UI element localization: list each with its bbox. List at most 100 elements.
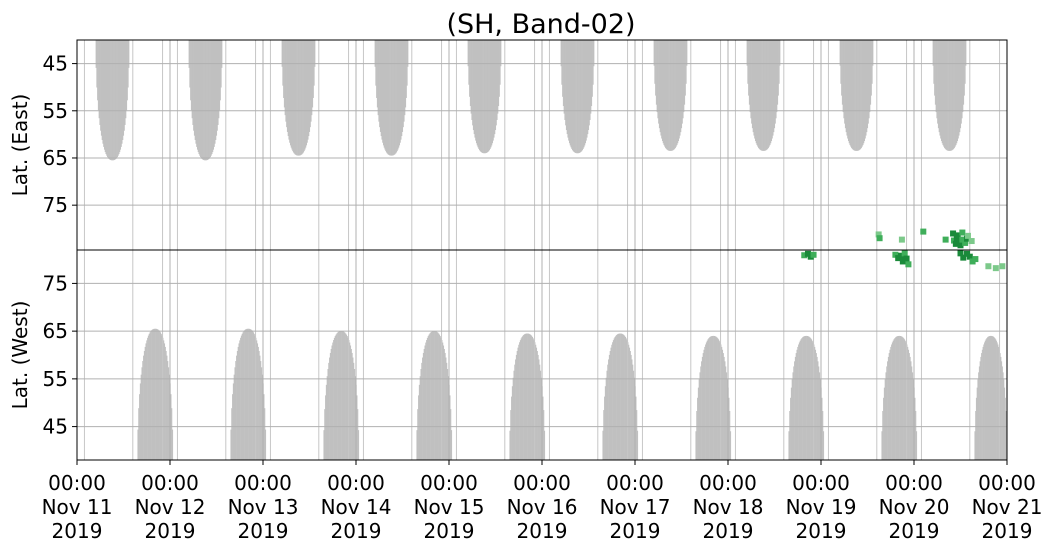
coverage-column [974,431,976,460]
coverage-column [235,361,237,460]
coverage-column [749,40,751,113]
coverage-column [677,40,679,144]
coverage-column [954,40,956,147]
coverage-column [575,40,577,153]
x-tick-label-line: Nov 20 [879,495,950,519]
coverage-column [385,40,387,152]
coverage-column [754,40,756,139]
coverage-column [405,40,407,108]
coverage-column [195,40,197,144]
coverage-column [858,40,860,151]
coverage-column [263,394,265,460]
coverage-column [586,40,588,138]
coverage-column [978,366,980,460]
coverage-column [808,336,810,460]
coverage-column [964,40,966,84]
coverage-column [933,40,935,84]
coverage-column [142,361,144,460]
coverage-column [764,40,766,151]
coverage-column [333,340,335,460]
coverage-column [909,356,911,460]
coverage-column [714,336,716,460]
coverage-column [260,361,262,460]
x-tick-label: 00:00 Nov 20 2019 [879,471,950,543]
coverage-column [854,40,856,151]
coverage-column [383,40,385,148]
coverage-column [911,366,913,460]
coverage-column [944,40,946,149]
east-coverage-swath-4 [374,40,409,156]
coverage-column [401,40,404,132]
coverage-column [538,359,540,460]
coverage-column [937,40,939,129]
coverage-column [512,377,514,460]
coverage-column [293,40,295,154]
detection-cell [801,252,808,259]
coverage-column [145,343,147,460]
coverage-column [632,370,635,460]
x-tick-label-line: 2019 [703,519,754,543]
x-tick-label-line: 00:00 [141,471,199,495]
coverage-column [682,40,684,119]
coverage-column [248,328,251,460]
coverage-column [429,333,431,460]
coverage-column [209,40,211,159]
coverage-column [292,40,294,152]
coverage-column [757,40,759,147]
coverage-column [382,40,384,143]
coverage-column [524,333,526,460]
coverage-column [212,40,214,153]
coverage-column [814,349,817,460]
coverage-column [915,411,917,460]
coverage-column [155,328,157,460]
x-tick-label-line: Nov 11 [42,495,113,519]
coverage-column [577,40,579,154]
coverage-column [976,387,978,460]
coverage-column [438,334,441,460]
coverage-column [382,40,385,146]
coverage-column [747,40,749,84]
coverage-column [853,40,855,151]
coverage-column [476,40,478,146]
coverage-column [847,40,850,142]
coverage-column [562,40,564,97]
coverage-column [338,331,340,460]
coverage-column [388,40,390,155]
coverage-column [396,40,398,152]
coverage-column [287,40,289,137]
coverage-column [655,40,657,96]
coverage-column [121,40,123,144]
coverage-column [611,344,613,460]
coverage-column [392,40,394,156]
coverage-column [484,40,486,154]
coverage-column [997,344,999,460]
coverage-column [863,40,865,144]
coverage-column [325,395,327,460]
detection-cell [960,254,967,261]
coverage-column [684,40,686,105]
coverage-column [188,40,190,68]
coverage-column [379,40,381,128]
east-coverage-swath-6 [560,40,595,154]
coverage-column [351,352,353,460]
coverage-column [354,376,356,460]
coverage-column [443,348,445,460]
coverage-column [864,40,866,139]
coverage-column [472,40,474,131]
coverage-column [772,40,774,136]
coverage-column [247,328,249,460]
coverage-column [867,40,869,124]
coverage-column [384,40,386,150]
coverage-column [810,339,813,460]
coverage-column [114,40,116,160]
coverage-column [242,332,244,460]
coverage-column [193,40,195,136]
x-tick-label-line: 2019 [796,519,847,543]
east-coverage-swath-9 [839,40,874,151]
coverage-column [167,361,169,460]
coverage-column [196,40,199,150]
coverage-column [773,40,775,133]
coverage-column [250,329,252,460]
coverage-column [513,370,515,460]
east-y-tick-label: 55 [43,99,68,123]
